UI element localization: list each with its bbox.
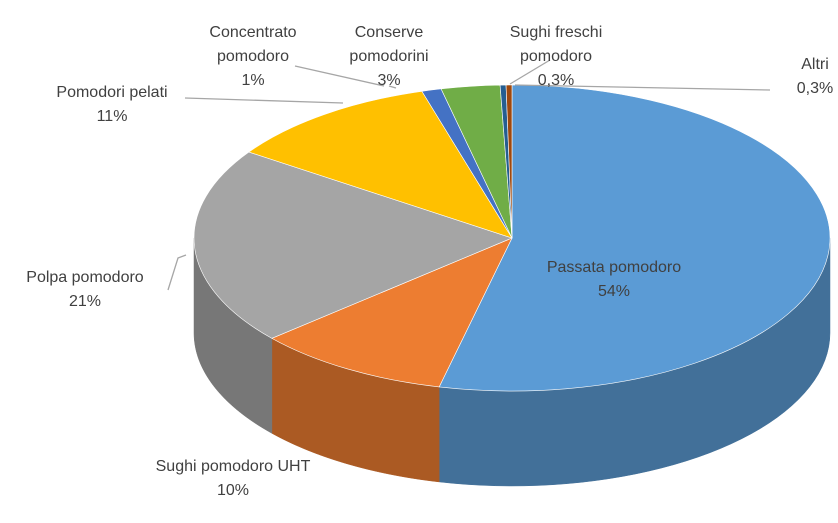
slice-name: Sughi freschi pomodoro	[509, 24, 603, 65]
slice-value: 1%	[241, 72, 265, 89]
slice	[248, 90, 513, 239]
slice	[193, 151, 513, 339]
slice-value: 0,3%	[537, 72, 575, 89]
slice	[271, 237, 513, 388]
data-label: Altri 0,3%	[790, 53, 838, 101]
slice-value: 10%	[216, 482, 250, 499]
leader-line	[167, 254, 187, 291]
slice-name: Passata pomodoro	[546, 259, 682, 276]
slice-name: Sughi pomodoro UHT	[155, 458, 311, 475]
slice-name: Polpa pomodoro	[26, 269, 144, 286]
slice	[505, 84, 513, 239]
data-label: Concentrato pomodoro 1%	[188, 21, 318, 93]
slice-value: 54%	[597, 283, 631, 300]
slice-name: Conserve pomodorini	[349, 24, 429, 65]
leader-line	[509, 59, 551, 85]
slice-value: 21%	[68, 293, 102, 310]
slice-name: Concentrato pomodoro	[209, 24, 297, 65]
slice-name: Pomodori pelati	[56, 84, 168, 101]
slice-name: Altri	[801, 56, 829, 73]
slice-value: 11%	[96, 108, 128, 125]
leader-line	[388, 85, 397, 89]
leader-line	[294, 65, 385, 87]
leader-line	[514, 84, 771, 91]
slice-value: 3%	[377, 72, 401, 89]
data-label: Sughi pomodoro UHT 10%	[153, 455, 313, 503]
data-label: Sughi freschi pomodoro 0,3%	[496, 21, 616, 93]
data-label: Conserve pomodorini 3%	[329, 21, 449, 93]
leader-line	[184, 97, 344, 104]
data-label: Passata pomodoro 54%	[534, 256, 694, 304]
slice-value: 0,3%	[796, 80, 834, 97]
data-label: Polpa pomodoro 21%	[5, 266, 165, 314]
data-label: Pomodori pelati 11%	[32, 81, 192, 129]
slice	[438, 84, 831, 392]
